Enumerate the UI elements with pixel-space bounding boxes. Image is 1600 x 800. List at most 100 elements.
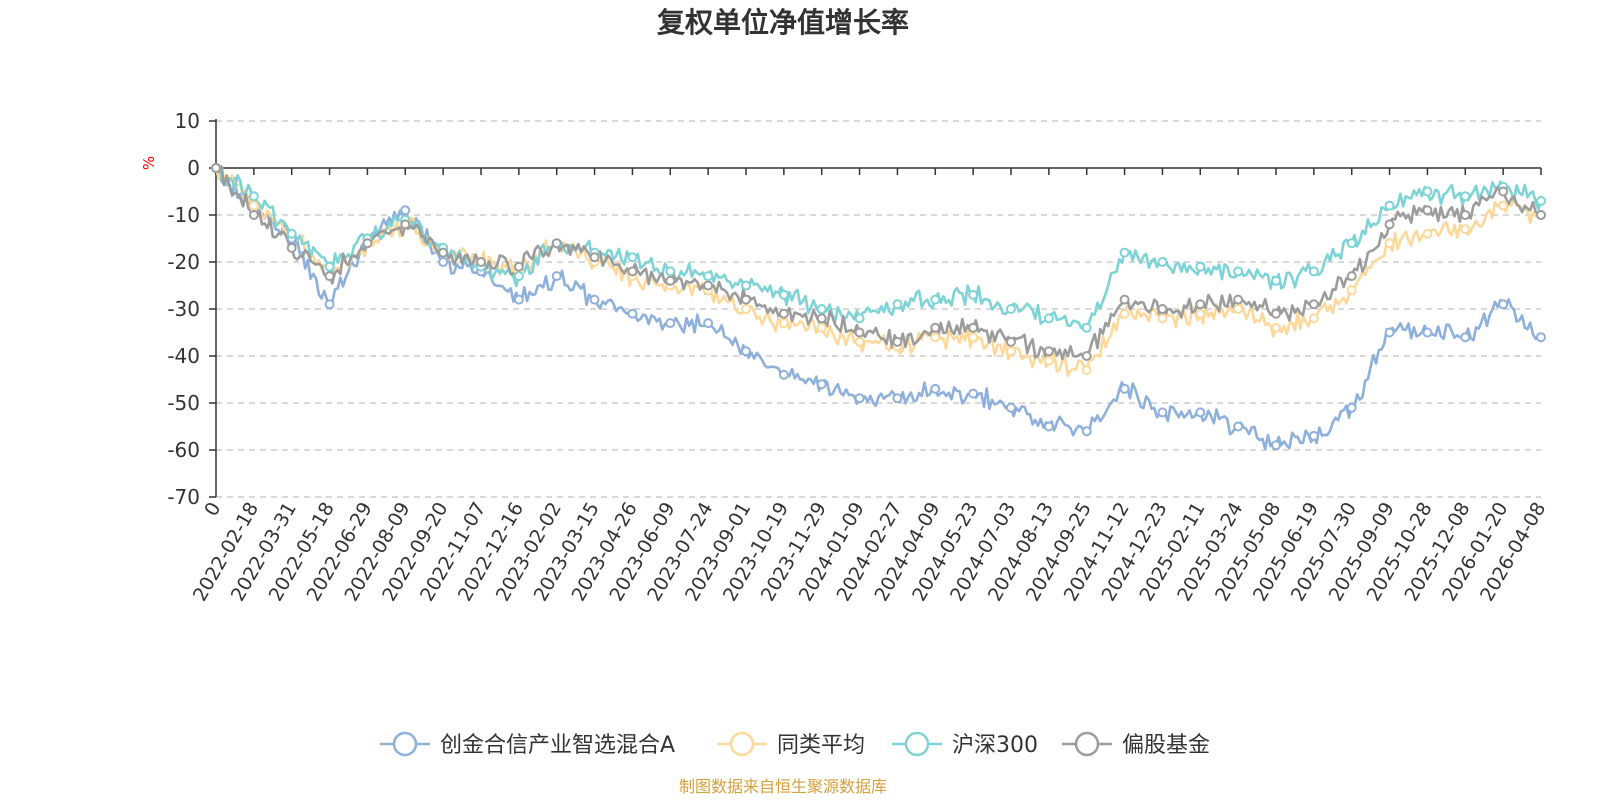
series-line bbox=[215, 165, 1543, 330]
data-point bbox=[1308, 313, 1319, 324]
y-tick-label: -40 bbox=[167, 344, 200, 368]
data-point bbox=[1119, 383, 1130, 394]
data-point bbox=[1081, 351, 1092, 361]
data-point bbox=[892, 336, 903, 347]
legend-item[interactable]: 沪深300 bbox=[892, 731, 1038, 758]
source-note: 制图数据来自恒生聚源数据库 bbox=[679, 777, 887, 796]
data-point bbox=[1119, 294, 1130, 305]
data-point bbox=[1233, 266, 1244, 277]
data-point bbox=[1308, 430, 1319, 441]
series-line bbox=[214, 164, 1542, 377]
legend-marker-icon bbox=[729, 731, 755, 757]
data-point bbox=[1536, 332, 1546, 343]
data-point bbox=[968, 289, 979, 300]
y-tick-label: -20 bbox=[167, 250, 200, 274]
data-point bbox=[211, 163, 221, 173]
data-point bbox=[778, 369, 789, 380]
legend-item[interactable]: 同类平均 bbox=[717, 731, 865, 758]
data-point bbox=[1006, 304, 1016, 314]
legend-item[interactable]: 创金合信产业智选混合A bbox=[380, 731, 675, 758]
data-point bbox=[1498, 200, 1509, 211]
data-point bbox=[854, 313, 865, 324]
data-point bbox=[741, 280, 751, 291]
data-point bbox=[627, 308, 638, 319]
data-point bbox=[1157, 313, 1168, 324]
data-point bbox=[816, 304, 827, 314]
data-point bbox=[1422, 327, 1433, 338]
data-point bbox=[1308, 266, 1319, 277]
data-point bbox=[1043, 355, 1054, 366]
data-point bbox=[627, 266, 638, 277]
data-point bbox=[1157, 304, 1168, 314]
data-point bbox=[286, 242, 297, 253]
y-tick-label: -60 bbox=[167, 438, 200, 462]
data-point bbox=[854, 327, 865, 338]
y-tick-label: -50 bbox=[167, 391, 200, 415]
data-point bbox=[1346, 402, 1357, 413]
data-point bbox=[1233, 294, 1244, 305]
data-point bbox=[627, 252, 638, 263]
data-point bbox=[703, 280, 714, 291]
data-point bbox=[1384, 238, 1395, 249]
data-point bbox=[1384, 327, 1395, 338]
data-point bbox=[362, 238, 373, 249]
data-point bbox=[286, 228, 297, 239]
data-point bbox=[551, 238, 562, 249]
data-point bbox=[1384, 200, 1395, 211]
data-point bbox=[968, 388, 979, 399]
data-point bbox=[1271, 275, 1281, 286]
data-point bbox=[930, 322, 941, 333]
data-point bbox=[1195, 407, 1206, 418]
data-point bbox=[816, 322, 827, 333]
data-point bbox=[1081, 426, 1092, 437]
legend-label: 同类平均 bbox=[777, 733, 865, 758]
data-point bbox=[1157, 257, 1168, 267]
data-point bbox=[400, 219, 411, 230]
data-point bbox=[589, 294, 600, 305]
data-point bbox=[778, 289, 789, 300]
data-point bbox=[1422, 228, 1433, 239]
data-point bbox=[892, 299, 903, 310]
data-point bbox=[930, 383, 941, 394]
data-point bbox=[1043, 313, 1054, 324]
data-point bbox=[1460, 224, 1471, 235]
legend-marker-icon bbox=[904, 731, 930, 757]
legend-label: 偏股基金 bbox=[1122, 733, 1210, 758]
data-point bbox=[930, 294, 941, 305]
data-point bbox=[1346, 238, 1357, 249]
data-point bbox=[1346, 271, 1357, 282]
data-point bbox=[324, 261, 335, 272]
data-point bbox=[1081, 365, 1092, 376]
data-point bbox=[1498, 186, 1509, 197]
legend-item[interactable]: 偏股基金 bbox=[1062, 731, 1210, 758]
data-point bbox=[1195, 308, 1206, 319]
data-point bbox=[1006, 336, 1016, 347]
data-point bbox=[1195, 261, 1206, 272]
grid-lines bbox=[216, 120, 1541, 498]
data-point bbox=[1043, 346, 1054, 357]
data-point bbox=[1006, 346, 1016, 357]
y-tick-label: -70 bbox=[167, 485, 200, 509]
data-point bbox=[1498, 299, 1509, 310]
data-point bbox=[589, 252, 600, 263]
y-tick-label: 0 bbox=[187, 156, 200, 180]
data-point bbox=[930, 332, 941, 343]
legend[interactable]: 创金合信产业智选混合A 同类平均 沪深300 偏股基金 bbox=[380, 731, 1210, 758]
data-point bbox=[476, 257, 486, 267]
data-point bbox=[1422, 205, 1433, 216]
data-point bbox=[741, 346, 751, 357]
y-tick-label: -10 bbox=[167, 203, 200, 227]
data-point bbox=[1346, 285, 1357, 296]
data-point bbox=[778, 308, 789, 319]
data-point bbox=[513, 294, 524, 305]
data-point bbox=[665, 266, 676, 277]
data-point bbox=[1422, 186, 1433, 197]
data-point bbox=[1384, 219, 1395, 230]
y-axis-unit: % bbox=[140, 156, 158, 170]
legend-marker-icon bbox=[1074, 731, 1100, 757]
legend-label: 创金合信产业智选混合A bbox=[440, 733, 675, 758]
axes: 100-10-20-30-40-50-60-7002022-02-182022-… bbox=[167, 109, 1550, 605]
data-point bbox=[1536, 210, 1546, 220]
data-point bbox=[665, 275, 676, 286]
data-point bbox=[778, 318, 789, 329]
